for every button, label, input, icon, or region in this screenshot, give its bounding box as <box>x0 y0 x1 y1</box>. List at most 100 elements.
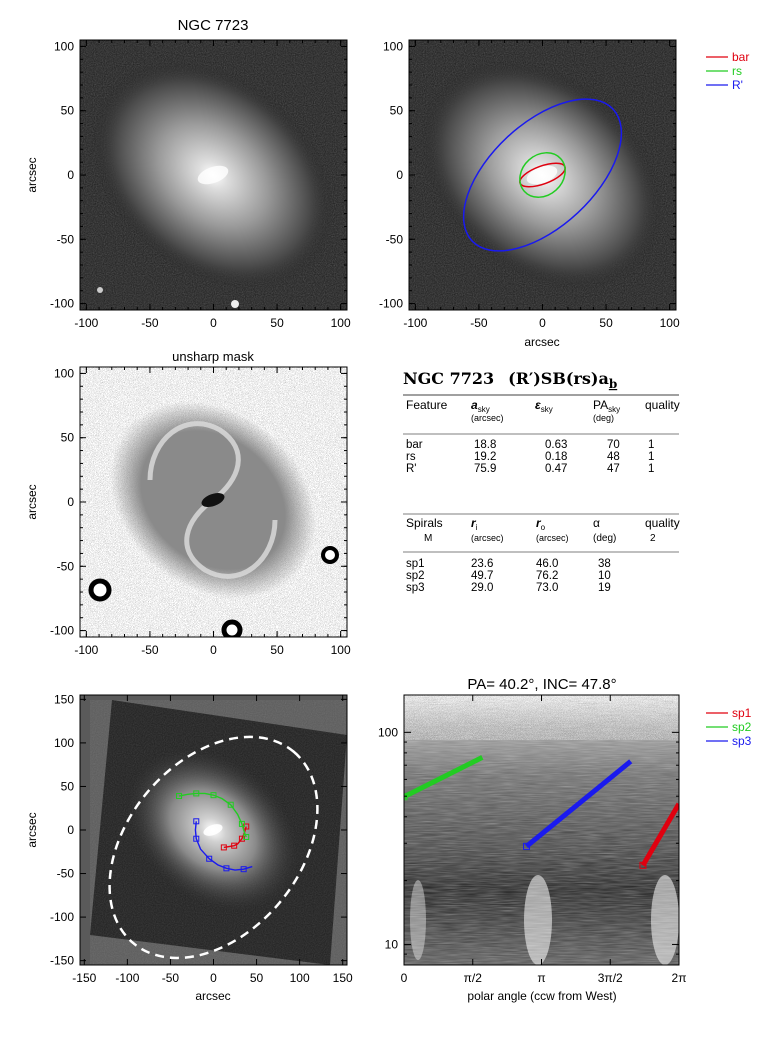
polar-bright-stripe <box>410 880 426 960</box>
table-header: Feature <box>406 398 448 412</box>
mask-spiral-arm <box>147 421 241 503</box>
table-unit: (arcsec) <box>471 413 504 423</box>
classification-title: NGC 7723 (R′)SB(rs)ab <box>403 369 617 391</box>
table-cell: 38 <box>598 558 611 570</box>
table-unit: (deg) <box>593 413 614 423</box>
x-tick-label: 0 <box>539 316 546 330</box>
spiral-point-sp2 <box>243 833 250 840</box>
table-cell: 48 <box>607 451 620 463</box>
x-tick-label: π <box>537 971 545 985</box>
x-tick-label: -50 <box>470 316 488 330</box>
x-tick-label: 2π <box>672 971 687 985</box>
x-tick-label: 50 <box>270 643 284 657</box>
table-cell: 1 <box>648 463 654 475</box>
ring-Rprime <box>462 98 623 252</box>
spiral-point-sp3 <box>206 855 213 862</box>
x-tick-label: 100 <box>660 316 680 330</box>
legend-label: R' <box>732 78 743 92</box>
galaxy-bulge <box>197 165 229 185</box>
table-cell: 76.2 <box>536 570 558 582</box>
panel-image: NGC 7723 -100 -50 0 50 100 100 50 0 -50 -100 arcs… <box>25 17 351 330</box>
ylabel-p1: arcsec <box>25 157 39 192</box>
y-tick-label: 100 <box>54 39 74 53</box>
y-tick-label: -50 <box>57 867 75 881</box>
legend-label: sp1 <box>732 706 752 720</box>
table-cell: 49.7 <box>471 570 493 582</box>
foreground-star <box>231 300 239 308</box>
table-cell: 10 <box>598 570 611 582</box>
classification-table: NGC 7723 (R′)SB(rs)ab Feature asky(arcsec)… <box>403 369 680 594</box>
x-tick-label: 100 <box>331 643 351 657</box>
panel-polar: PA= 40.2°, INC= 47.8° 0 π/2 π 3π/2 2π 100 10 p… <box>378 676 687 1003</box>
y-tick-label: -50 <box>57 559 75 573</box>
panel-unsharp-mask: unsharp mask -100 -50 0 50 100 100 50 0 -50-100 … <box>25 349 351 657</box>
legend-label: sp3 <box>732 734 752 748</box>
table-header: ro <box>536 516 546 532</box>
spiral-point-sp3 <box>193 818 200 825</box>
y-tick-label: -100 <box>379 297 403 311</box>
spiral-point-sp2 <box>238 820 245 827</box>
spiral-point-sp3 <box>193 835 200 842</box>
y-tick-label: -100 <box>50 910 74 924</box>
axes-p2: -100 -50 0 50 100 100 50 0 -50 -100 <box>379 39 680 330</box>
table-cell: sp1 <box>406 558 425 570</box>
table-cell: 0.47 <box>545 463 567 475</box>
y-tick-label: 0 <box>67 168 74 182</box>
xlabel-p2: arcsec <box>524 335 559 349</box>
galaxy-bulge <box>526 165 558 185</box>
x-tick-label: -100 <box>403 316 427 330</box>
table-header: Spirals <box>406 516 443 530</box>
y-tick-label: -100 <box>50 624 74 638</box>
x-tick-label: 50 <box>599 316 613 330</box>
x-tick-label: 3π/2 <box>598 971 623 985</box>
table-cell: 70 <box>607 439 620 451</box>
panel-title-image: NGC 7723 <box>178 17 249 34</box>
spiral-trace-sp3 <box>194 821 253 871</box>
table-subheader: M <box>424 533 432 544</box>
y-tick-label: 50 <box>61 779 75 793</box>
table-cell: 18.8 <box>474 439 496 451</box>
panel-spiral-traces: -150 -100 -50 0 50 100 150150100500-50-100-150… <box>25 692 353 1003</box>
outer-ring-ellipse <box>108 735 319 960</box>
y-tick-label: -50 <box>386 232 404 246</box>
foreground-star <box>97 287 103 293</box>
spiral-point-sp2 <box>227 801 234 808</box>
table-header: α <box>593 516 600 530</box>
x-tick-label: 100 <box>290 971 310 985</box>
x-tick-label: 150 <box>333 971 353 985</box>
polar-bright-stripe <box>651 875 679 965</box>
y-tick-label: 0 <box>67 823 74 837</box>
table-cell: 75.9 <box>474 463 496 475</box>
table-header: quality <box>645 398 680 412</box>
axes-p3: -100 -50 0 50 100 100 50 0 -50 -100 <box>50 366 351 657</box>
spiral-point-sp1 <box>220 844 227 851</box>
x-tick-label: 0 <box>210 316 217 330</box>
table-subheader: (deg) <box>593 533 616 544</box>
table-cell: 46.0 <box>536 558 558 570</box>
table-header: asky <box>471 398 490 414</box>
table-cell: 47 <box>607 463 620 475</box>
table-cell: 19.2 <box>474 451 496 463</box>
y-tick-label: 100 <box>54 366 74 380</box>
spiral-point-sp2 <box>176 793 183 800</box>
y-tick-label: -100 <box>50 297 74 311</box>
polar-start-point-sp3 <box>523 842 531 850</box>
table-cell: R' <box>406 463 417 475</box>
mask-core <box>201 493 225 507</box>
y-tick-label: 50 <box>61 431 75 445</box>
polar-start-point-sp2 <box>404 793 408 801</box>
x-tick-label: -100 <box>74 643 98 657</box>
legend-label: sp2 <box>732 720 752 734</box>
x-tick-label: -50 <box>141 643 159 657</box>
table-cell: 23.6 <box>471 558 493 570</box>
spiral-point-sp3 <box>240 866 247 873</box>
y-tick-label: 0 <box>396 168 403 182</box>
table-header: quality <box>645 516 680 530</box>
x-tick-label: -50 <box>141 316 159 330</box>
x-tick-label: 50 <box>270 316 284 330</box>
panel-title-pa-inc: PA= 40.2°, INC= 47.8° <box>467 676 616 693</box>
y-tick-label: -150 <box>50 954 74 968</box>
y-tick-label: 10 <box>385 937 399 951</box>
spiral-point-sp2 <box>210 792 217 799</box>
x-tick-label: 50 <box>250 971 264 985</box>
